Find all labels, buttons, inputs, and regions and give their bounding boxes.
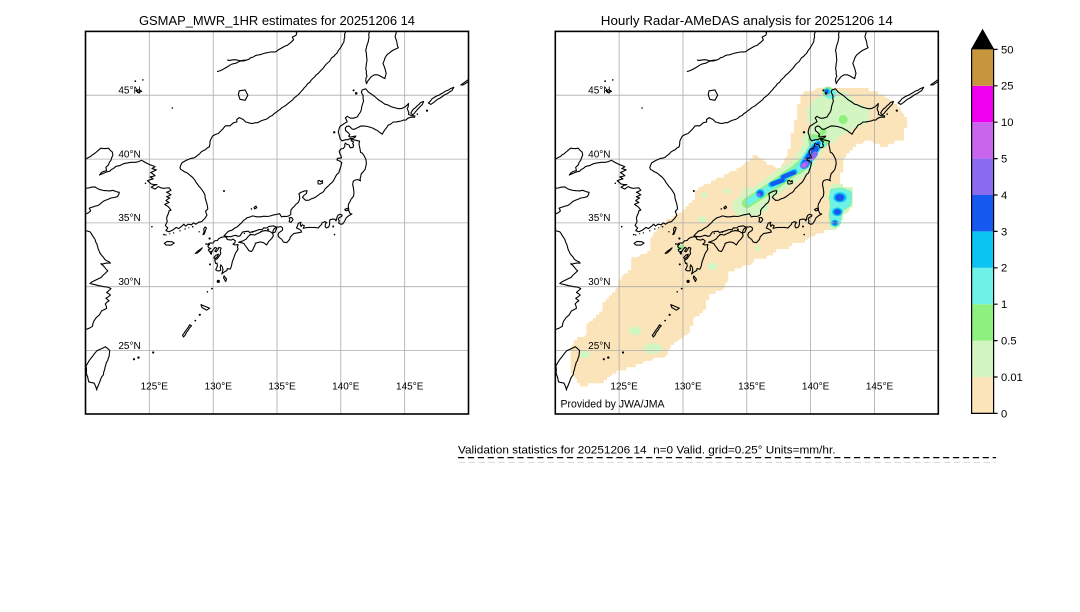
svg-text:50: 50	[1001, 44, 1013, 56]
svg-text:135°E: 135°E	[268, 381, 296, 392]
svg-text:Validation statistics for 2025: Validation statistics for 20251206 14 n=…	[458, 445, 836, 457]
svg-text:130°E: 130°E	[674, 381, 702, 392]
svg-text:0.5: 0.5	[1001, 336, 1017, 348]
svg-text:5: 5	[1001, 154, 1007, 166]
svg-text:0: 0	[1001, 408, 1007, 420]
svg-text:140°E: 140°E	[332, 381, 360, 392]
svg-text:10: 10	[1001, 117, 1013, 129]
svg-text:35°N: 35°N	[118, 213, 140, 224]
svg-text:145°E: 145°E	[396, 381, 424, 392]
svg-text:25°N: 25°N	[118, 341, 140, 352]
svg-text:0.01: 0.01	[1001, 372, 1023, 384]
svg-text:45°N: 45°N	[118, 85, 140, 96]
svg-text:4: 4	[1001, 190, 1007, 202]
svg-text:35°N: 35°N	[588, 213, 610, 224]
svg-text:30°N: 30°N	[118, 277, 140, 288]
svg-text:1: 1	[1001, 299, 1007, 311]
svg-text:40°N: 40°N	[588, 149, 610, 160]
svg-text:2: 2	[1001, 263, 1007, 275]
svg-text:Hourly Radar-AMeDAS analysis f: Hourly Radar-AMeDAS analysis for 2025120…	[601, 13, 893, 28]
svg-text:145°E: 145°E	[866, 381, 894, 392]
svg-text:140°E: 140°E	[802, 381, 830, 392]
svg-text:30°N: 30°N	[588, 277, 610, 288]
svg-text:125°E: 125°E	[141, 381, 169, 392]
svg-text:25°N: 25°N	[588, 341, 610, 352]
svg-text:135°E: 135°E	[738, 381, 766, 392]
svg-text:25: 25	[1001, 81, 1013, 93]
svg-text:130°E: 130°E	[205, 381, 233, 392]
svg-text:45°N: 45°N	[588, 85, 610, 96]
svg-text:GSMAP_MWR_1HR estimates for 20: GSMAP_MWR_1HR estimates for 20251206 14	[139, 13, 415, 28]
svg-text:3: 3	[1001, 226, 1007, 238]
svg-text:125°E: 125°E	[610, 381, 638, 392]
svg-text:40°N: 40°N	[118, 149, 140, 160]
svg-text:Provided by JWA/JMA: Provided by JWA/JMA	[561, 399, 666, 411]
